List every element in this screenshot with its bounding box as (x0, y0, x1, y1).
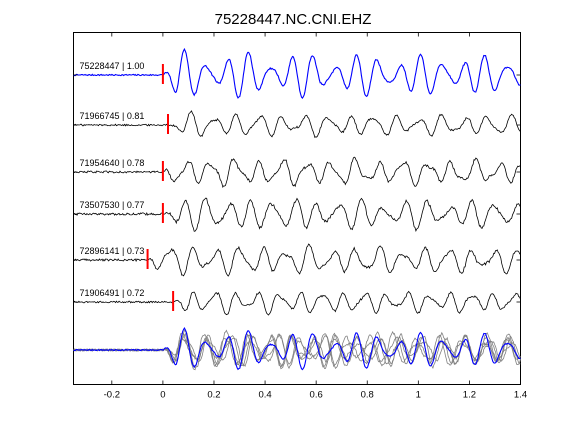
x-tick-label: 0 (160, 390, 165, 401)
trace-label: 71966745 | 0.81 (80, 111, 145, 121)
trace-line (73, 290, 521, 316)
trace-label: 71906491 | 0.72 (80, 288, 145, 298)
stacked-overlay-group (73, 327, 521, 371)
trace-line (73, 197, 521, 232)
x-tick-label: 1 (416, 390, 421, 401)
x-tick-label: 1.2 (463, 390, 476, 401)
trace-label: 72896141 | 0.73 (80, 246, 145, 256)
trace-label: 71954640 | 0.78 (80, 158, 145, 168)
overlay-reference-line (73, 327, 521, 371)
pick-marker-group (146, 64, 175, 311)
trace-line (73, 47, 521, 100)
x-tick-label: 0.4 (258, 390, 271, 401)
trace-label: 73507530 | 0.77 (80, 200, 145, 210)
trace-line (73, 110, 521, 139)
x-axis: -0.2 0 0.2 0.4 0.6 0.8 1 1.2 1.4 (104, 32, 527, 401)
chart-title: 75228447.NC.CNI.EHZ (215, 11, 372, 28)
trace-label-group: 75228447 | 1.00 71966745 | 0.81 71954640 |… (80, 61, 145, 298)
x-tick-label: 0.2 (207, 390, 220, 401)
x-tick-label: 0.6 (310, 390, 323, 401)
trace-label: 75228447 | 1.00 (80, 61, 145, 71)
x-tick-label: 0.8 (361, 390, 374, 401)
x-tick-label: -0.2 (104, 390, 120, 401)
plot-area (73, 32, 521, 385)
trace-line (73, 156, 521, 189)
x-tick-label: 1.4 (514, 390, 527, 401)
axes-frame (73, 32, 521, 385)
